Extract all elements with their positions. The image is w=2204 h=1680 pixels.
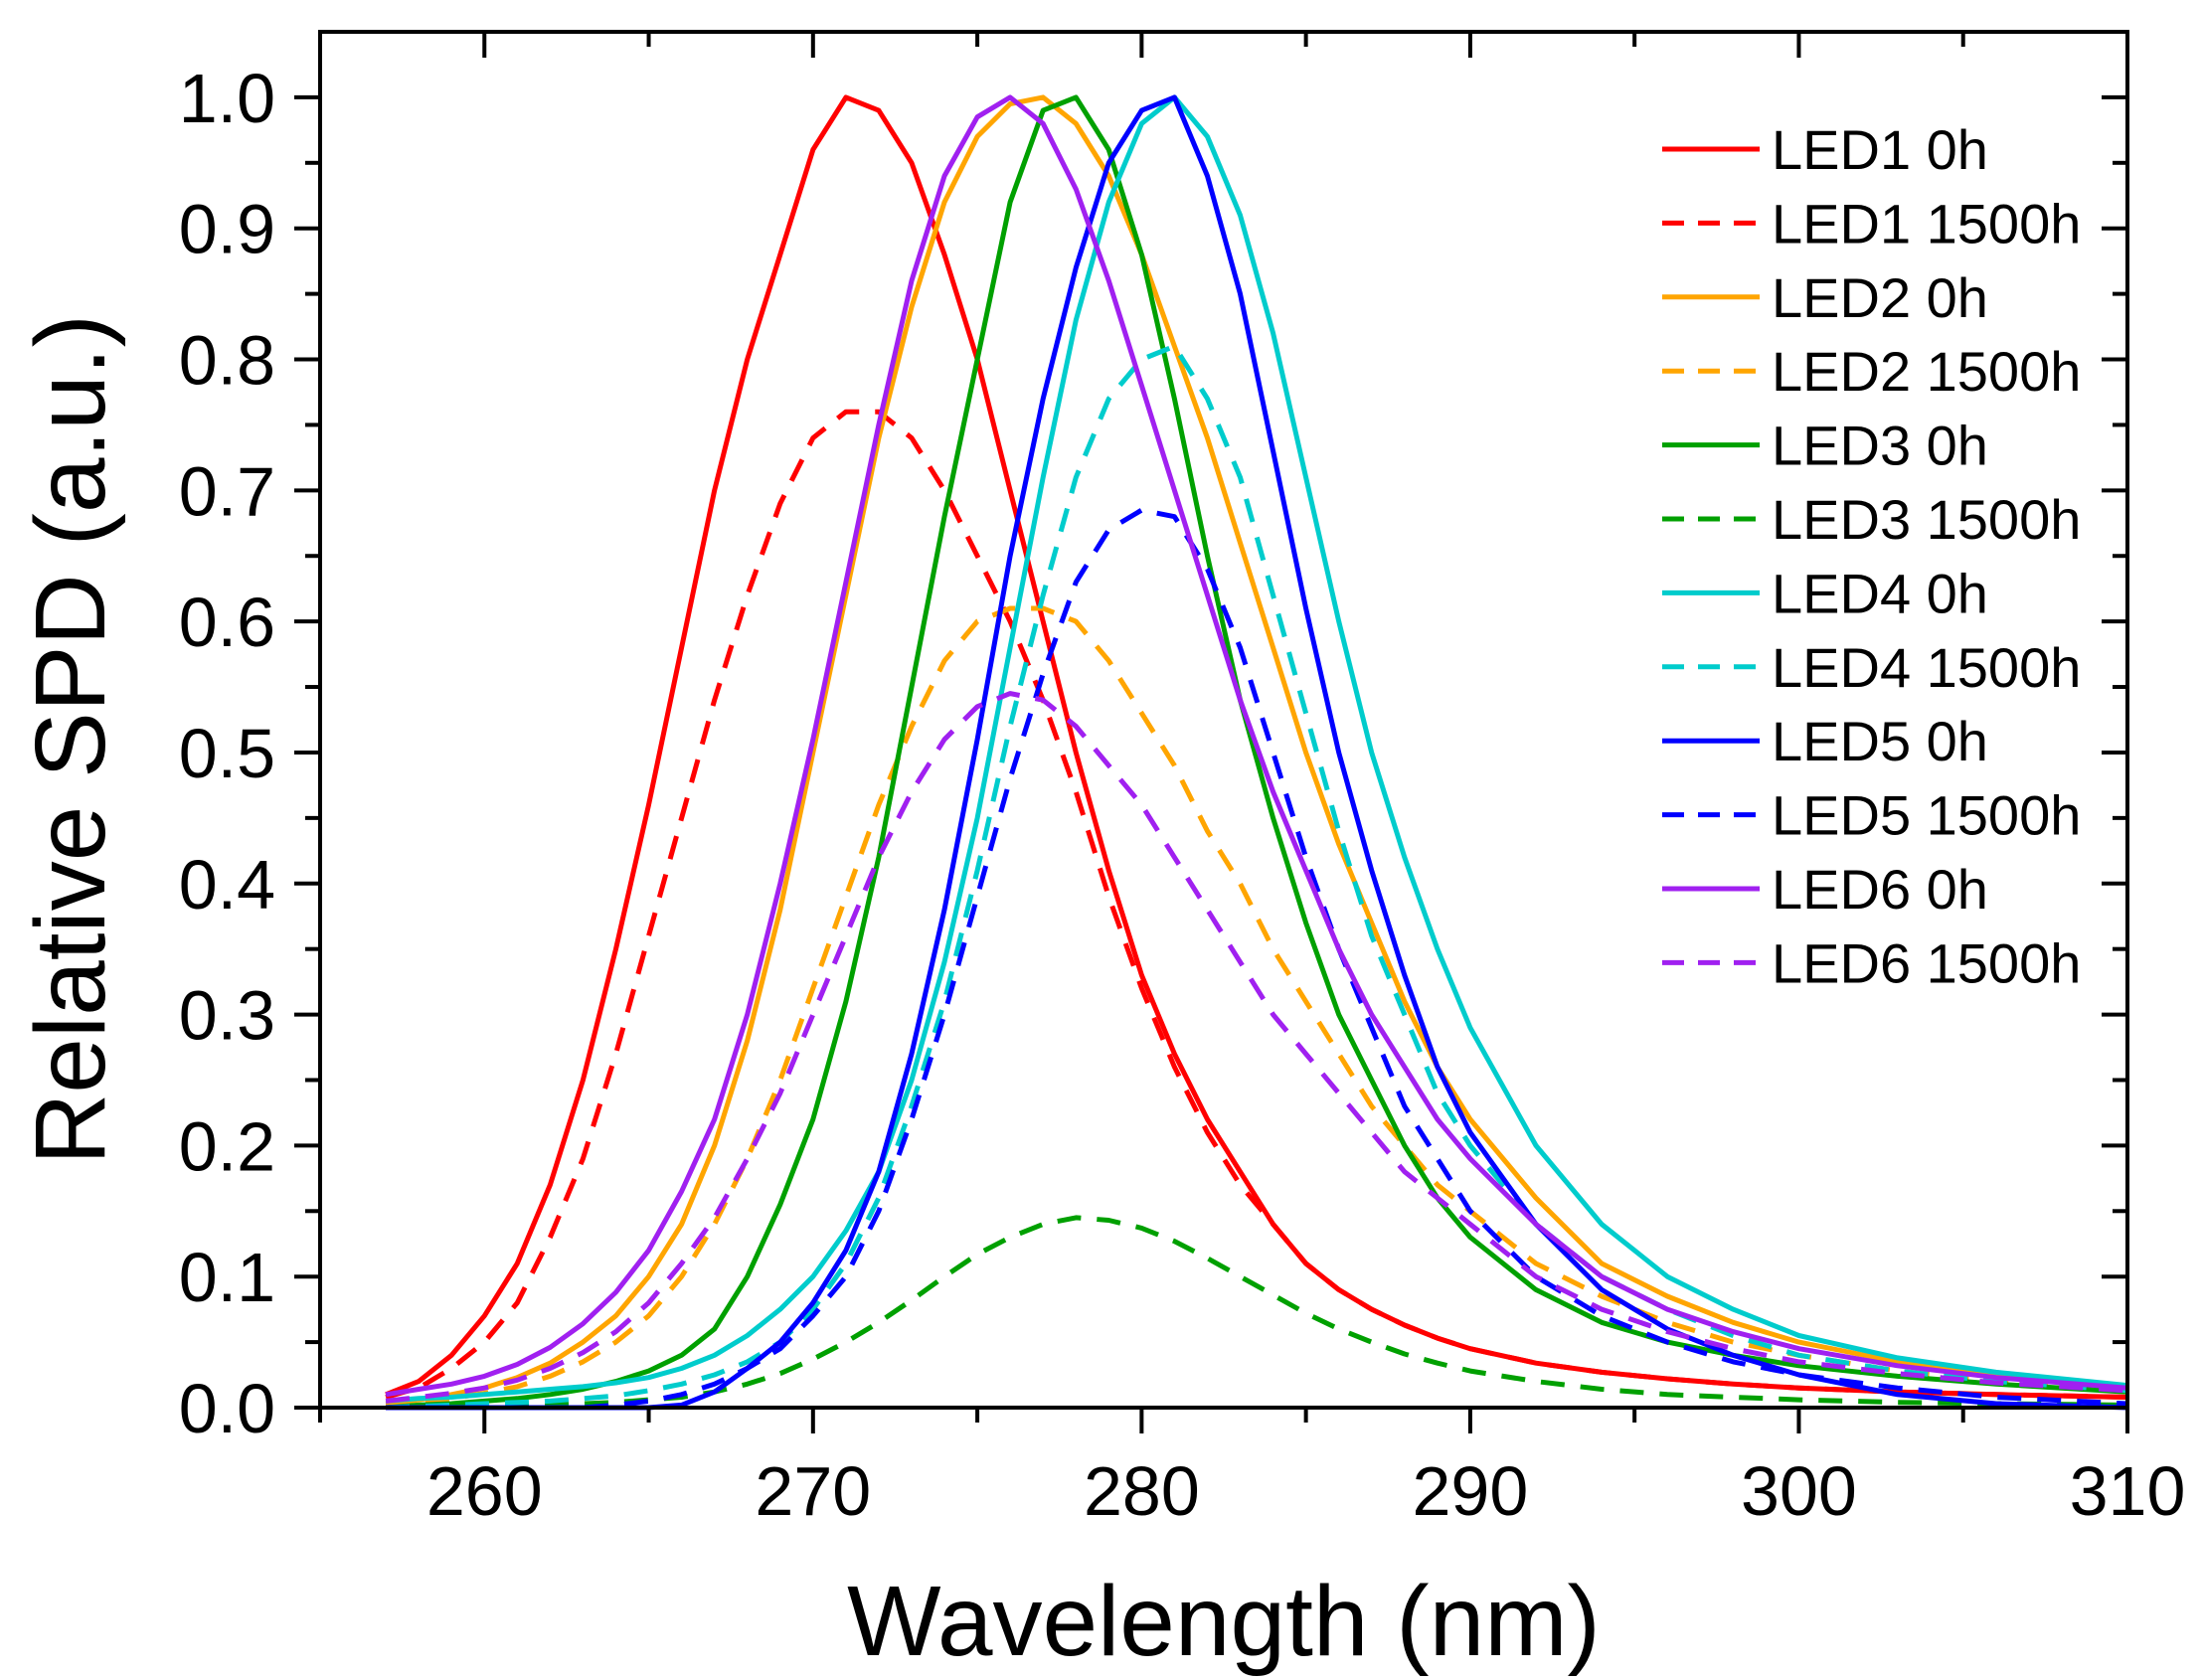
x-tick-label: 310: [2070, 1452, 2186, 1530]
series-line-led2-1500h: [385, 605, 2128, 1408]
x-tick-label: 260: [426, 1452, 543, 1530]
legend-label: LED4 0h: [1772, 562, 1988, 624]
y-tick-label: 1.0: [179, 60, 275, 137]
series-line-led3-1500h: [386, 1215, 2128, 1411]
legend-label: LED2 1500h: [1772, 340, 2081, 403]
ticks-layer: 260 270 280 290 300 310 0.0 0.1 0.2 0.3 0.4 0.5 0.6 0…: [179, 32, 2186, 1530]
x-tick-label: 280: [1084, 1452, 1200, 1530]
y-tick-label: 0.2: [179, 1107, 275, 1185]
legend-label: LED4 1500h: [1772, 636, 2081, 699]
y-tick-label: 0.8: [179, 322, 275, 400]
legend-label: LED3 0h: [1772, 415, 1988, 477]
legend-label: LED5 1500h: [1772, 784, 2081, 847]
y-tick-label: 0.1: [179, 1239, 275, 1316]
legend: LED1 0h LED1 1500h LED2 0h LED2 1500h LED3 0…: [1662, 118, 2081, 994]
x-tick-label: 300: [1741, 1452, 1857, 1530]
legend-label: LED3 1500h: [1772, 488, 2081, 551]
series-line-led6-0h: [385, 94, 2128, 1398]
y-tick-label: 0.9: [179, 191, 275, 268]
curves-layer: [385, 94, 2128, 1411]
series-line-led1-1500h: [385, 409, 2128, 1400]
x-axis-title: Wavelength (nm): [847, 1566, 1601, 1677]
legend-label: LED1 1500h: [1772, 192, 2081, 254]
series-line-led5-1500h: [386, 507, 2128, 1411]
legend-label: LED5 0h: [1772, 710, 1988, 772]
legend-label: LED2 0h: [1772, 266, 1988, 329]
series-line-led1-0h: [385, 94, 2128, 1400]
series-line-led2-0h: [385, 94, 2128, 1407]
legend-label: LED6 0h: [1772, 858, 1988, 921]
y-tick-label: 0.4: [179, 846, 275, 924]
x-tick-label: 270: [755, 1452, 871, 1530]
legend-label: LED1 0h: [1772, 118, 1988, 181]
legend-label: LED6 1500h: [1772, 931, 2081, 994]
y-tick-label: 0.5: [179, 715, 275, 792]
x-tick-label: 290: [1413, 1452, 1529, 1530]
y-tick-label: 0.6: [179, 584, 275, 661]
y-tick-label: 0.3: [179, 977, 275, 1055]
y-axis-title: Relative SPD (a.u.): [15, 314, 126, 1165]
y-tick-label: 0.0: [179, 1370, 275, 1447]
plot-frame: [318, 30, 2129, 1410]
series-line-led4-0h: [385, 94, 2128, 1404]
y-tick-label: 0.7: [179, 452, 275, 530]
